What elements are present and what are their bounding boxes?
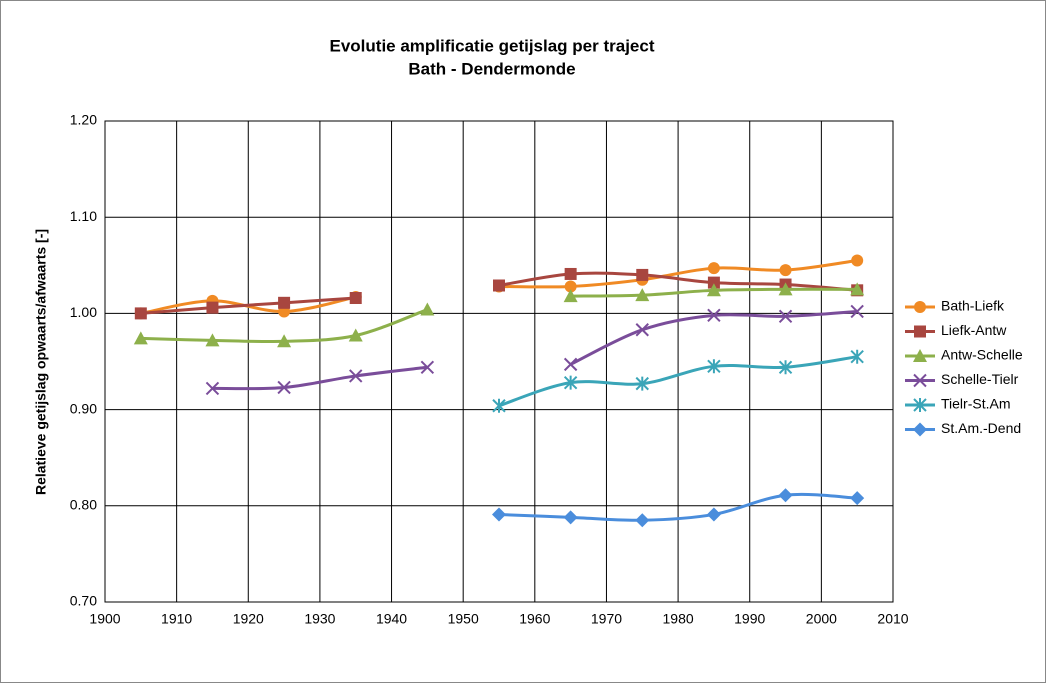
marker bbox=[278, 296, 291, 309]
x-tick-label: 1930 bbox=[304, 611, 335, 627]
marker bbox=[635, 323, 649, 337]
marker bbox=[707, 308, 721, 323]
marker bbox=[779, 264, 792, 277]
x-tick-label: 1960 bbox=[519, 611, 550, 627]
marker bbox=[914, 301, 926, 313]
legend-label: St.Am.-Dend bbox=[941, 420, 1021, 436]
chart-title: Evolutie amplificatie getijslag per traj… bbox=[330, 36, 655, 55]
marker bbox=[913, 398, 927, 412]
marker bbox=[420, 360, 435, 374]
y-tick-label: 0.70 bbox=[70, 593, 97, 609]
marker bbox=[493, 279, 505, 292]
x-tick-label: 2000 bbox=[806, 611, 837, 627]
x-tick-label: 2010 bbox=[877, 611, 908, 627]
marker bbox=[913, 349, 927, 362]
marker bbox=[707, 359, 721, 374]
marker bbox=[133, 331, 148, 345]
marker bbox=[492, 398, 506, 413]
marker bbox=[707, 276, 720, 289]
legend-label: Antw-Schelle bbox=[941, 347, 1023, 363]
chart-subtitle: Bath - Dendermonde bbox=[408, 59, 575, 78]
marker bbox=[348, 328, 363, 342]
marker bbox=[635, 288, 650, 302]
marker bbox=[850, 282, 865, 296]
marker bbox=[563, 375, 578, 390]
marker bbox=[778, 309, 793, 323]
marker bbox=[913, 373, 927, 388]
marker bbox=[349, 369, 363, 383]
marker bbox=[277, 334, 292, 348]
marker bbox=[707, 262, 720, 275]
series-line bbox=[498, 492, 858, 522]
marker bbox=[206, 301, 219, 314]
x-tick-label: 1950 bbox=[448, 611, 479, 627]
x-tick-label: 1980 bbox=[663, 611, 694, 627]
marker bbox=[914, 325, 926, 338]
marker bbox=[563, 357, 578, 372]
marker bbox=[850, 491, 865, 506]
marker bbox=[205, 333, 220, 347]
marker bbox=[851, 254, 864, 267]
series-line bbox=[140, 271, 858, 315]
marker bbox=[563, 510, 578, 525]
legend-label: Schelle-Tielr bbox=[941, 371, 1019, 387]
legend-label: Tielr-St.Am bbox=[941, 396, 1010, 412]
x-tick-label: 1970 bbox=[591, 611, 622, 627]
y-tick-label: 0.90 bbox=[70, 400, 97, 416]
marker bbox=[349, 292, 362, 305]
marker bbox=[635, 376, 649, 391]
marker bbox=[778, 488, 793, 503]
legend-label: Liefk-Antw bbox=[941, 322, 1007, 338]
marker bbox=[706, 507, 721, 522]
marker bbox=[277, 380, 291, 395]
marker bbox=[778, 282, 793, 296]
x-tick-label: 1900 bbox=[89, 611, 120, 627]
marker bbox=[563, 289, 578, 303]
marker bbox=[636, 268, 649, 281]
legend-label: Bath-Liefk bbox=[941, 298, 1005, 314]
y-tick-label: 1.10 bbox=[70, 208, 97, 224]
plot-area bbox=[104, 120, 894, 603]
marker bbox=[492, 507, 506, 522]
marker bbox=[778, 360, 793, 375]
marker bbox=[134, 307, 147, 320]
x-tick-label: 1920 bbox=[233, 611, 264, 627]
y-tick-label: 0.80 bbox=[70, 497, 97, 513]
marker bbox=[913, 422, 927, 437]
series-line bbox=[498, 355, 858, 408]
x-tick-label: 1910 bbox=[161, 611, 192, 627]
marker bbox=[420, 302, 435, 316]
y-tick-label: 1.20 bbox=[70, 112, 97, 128]
marker bbox=[706, 283, 721, 297]
marker bbox=[635, 513, 650, 528]
y-tick-label: 1.00 bbox=[70, 304, 97, 320]
marker bbox=[564, 280, 577, 293]
x-tick-label: 1940 bbox=[376, 611, 407, 627]
marker bbox=[850, 349, 864, 364]
marker bbox=[205, 381, 220, 396]
marker bbox=[850, 304, 864, 319]
x-tick-label: 1990 bbox=[734, 611, 765, 627]
y-axis-label: Relatieve getijslag opwaarts/afwaarts [-… bbox=[33, 229, 49, 495]
marker bbox=[564, 267, 577, 280]
